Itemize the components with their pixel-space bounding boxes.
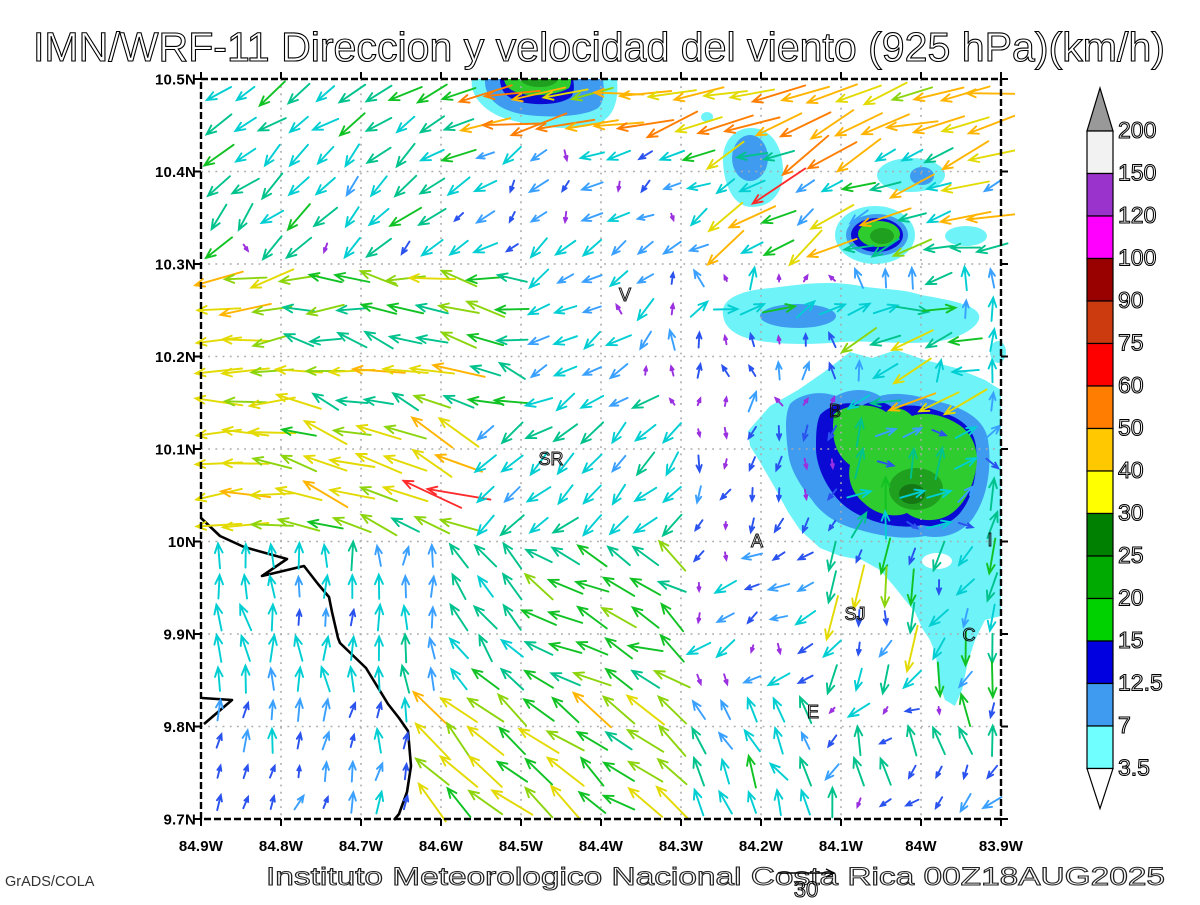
svg-text:10.1N: 10.1N (155, 442, 196, 459)
svg-text:20: 20 (1118, 585, 1144, 611)
svg-text:83.9W: 83.9W (979, 838, 1024, 855)
svg-text:10.4N: 10.4N (155, 164, 196, 181)
svg-text:30: 30 (1118, 500, 1144, 526)
svg-text:84.3W: 84.3W (659, 838, 704, 855)
svg-text:84.2W: 84.2W (739, 838, 784, 855)
svg-text:10N: 10N (168, 534, 196, 551)
svg-text:V: V (619, 285, 631, 305)
svg-text:84.8W: 84.8W (259, 838, 304, 855)
svg-text:12.5: 12.5 (1118, 670, 1163, 696)
svg-text:84.4W: 84.4W (579, 838, 624, 855)
svg-text:A: A (751, 531, 763, 551)
svg-text:9.8N: 9.8N (164, 719, 197, 736)
svg-text:84.9W: 84.9W (179, 838, 224, 855)
svg-text:30: 30 (794, 877, 818, 900)
svg-text:150: 150 (1118, 160, 1156, 186)
svg-text:60: 60 (1118, 372, 1144, 398)
svg-text:84.7W: 84.7W (339, 838, 384, 855)
svg-text:E: E (807, 702, 819, 722)
svg-text:84.6W: 84.6W (419, 838, 464, 855)
svg-text:9.9N: 9.9N (164, 627, 197, 644)
svg-text:GrADS/COLA: GrADS/COLA (5, 874, 95, 890)
svg-text:7: 7 (1118, 712, 1131, 738)
svg-text:Instituto Meteorologico Nacion: Instituto Meteorologico Nacional Costa R… (266, 863, 1165, 891)
svg-text:9.7N: 9.7N (164, 812, 197, 829)
svg-text:40: 40 (1118, 457, 1144, 483)
svg-text:15: 15 (1118, 627, 1144, 653)
svg-text:84.1W: 84.1W (819, 838, 864, 855)
svg-text:84W: 84W (905, 838, 937, 855)
svg-text:200: 200 (1118, 117, 1156, 143)
svg-text:SR: SR (538, 449, 563, 469)
svg-text:3.5: 3.5 (1118, 755, 1150, 781)
svg-text:I: I (987, 530, 992, 550)
svg-text:10.2N: 10.2N (155, 349, 196, 366)
svg-text:SJ: SJ (844, 604, 865, 624)
svg-text:120: 120 (1118, 202, 1156, 228)
svg-text:84.5W: 84.5W (499, 838, 544, 855)
svg-text:IMN/WRF-11 Direccion y velocid: IMN/WRF-11 Direccion y velocidad del vie… (33, 24, 1165, 70)
svg-text:50: 50 (1118, 415, 1144, 441)
svg-text:10.5N: 10.5N (155, 72, 196, 89)
svg-text:C: C (963, 625, 976, 645)
svg-text:75: 75 (1118, 330, 1144, 356)
svg-text:10.3N: 10.3N (155, 257, 196, 274)
svg-text:25: 25 (1118, 542, 1144, 568)
svg-text:90: 90 (1118, 287, 1144, 313)
svg-text:B: B (829, 401, 841, 421)
svg-text:100: 100 (1118, 245, 1156, 271)
